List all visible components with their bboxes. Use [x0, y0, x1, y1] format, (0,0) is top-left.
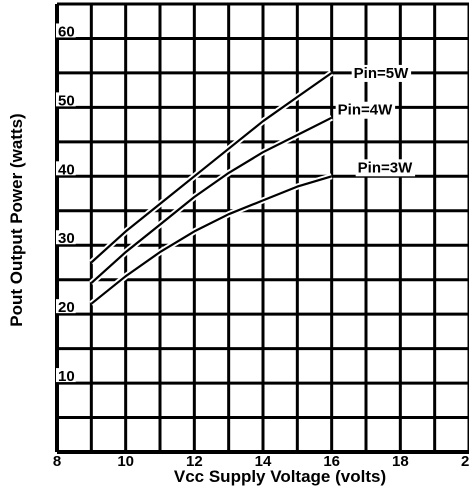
- y-tick-bg: [56, 230, 76, 245]
- y-tick-label: 30: [58, 230, 75, 247]
- x-tick-label: 10: [117, 453, 134, 470]
- x-tick-label: 12: [186, 453, 203, 470]
- y-tick-bg: [56, 161, 76, 176]
- y-tick-label: 40: [58, 161, 75, 178]
- x-axis-title: Vcc Supply Voltage (volts): [174, 467, 386, 486]
- series-label: Pin=4W: [338, 102, 393, 119]
- y-tick-label: 20: [58, 299, 75, 316]
- series-label-bg: [355, 159, 416, 177]
- series-labels: Pin=5W Pin=4W Pin=3W: [335, 64, 416, 177]
- y-tick-bg: [56, 23, 76, 38]
- y-axis-title: Pout Output Power (watts): [7, 113, 26, 326]
- x-tick-label: 14: [255, 453, 272, 470]
- series-line-pin-5w: [90, 71, 333, 264]
- y-tick-label: 10: [58, 368, 75, 385]
- series-line-halo: [89, 70, 334, 265]
- series-line-halo: [89, 173, 333, 307]
- series-label-bg: [335, 101, 396, 119]
- series-label: Pin=3W: [358, 159, 413, 176]
- series-label: Pin=5W: [354, 65, 409, 82]
- x-tick-label: 20: [461, 453, 469, 470]
- y-tick-label: 60: [58, 23, 75, 40]
- y-tick-bg: [56, 92, 76, 107]
- series-label-bg: [351, 64, 412, 82]
- series-line-pin-4w: [90, 116, 333, 284]
- y-tick-label: 50: [58, 92, 75, 109]
- series-line-pin-3w: [90, 175, 333, 305]
- x-tick-label: 8: [53, 453, 61, 470]
- series-lines: [89, 70, 334, 307]
- x-tick-label: 18: [392, 453, 409, 470]
- y-tick-bg: [56, 299, 76, 314]
- y-tick-bg: [56, 368, 76, 383]
- x-tick-labels: 8 10 12 14 16 18 20: [53, 453, 469, 470]
- x-tick-label: 16: [323, 453, 340, 470]
- y-tick-labels: 10 20 30 40 50 60: [56, 23, 76, 385]
